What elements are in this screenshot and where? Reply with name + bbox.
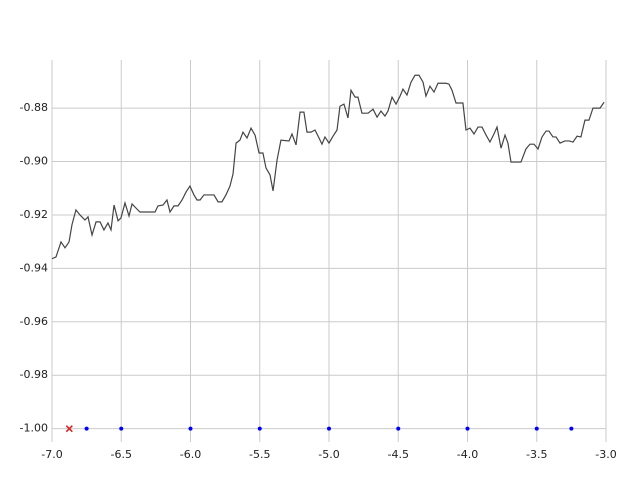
x-tick-label: -7.0 — [41, 448, 62, 461]
y-tick-label: -0.94 — [20, 261, 48, 274]
y-tick-label: -0.98 — [20, 368, 48, 381]
point — [327, 426, 331, 431]
y-tick-label: -0.96 — [20, 315, 48, 328]
point — [257, 426, 262, 431]
point — [188, 426, 193, 431]
point — [119, 426, 124, 431]
x-tick-label: -6.5 — [111, 448, 132, 461]
point — [84, 426, 89, 431]
x-tick-label: -3.5 — [526, 448, 547, 461]
x-marker — [65, 425, 73, 433]
point — [465, 426, 470, 431]
point — [396, 426, 401, 431]
y-tick-label: -0.92 — [20, 208, 48, 221]
x-tick-label: -4.5 — [388, 448, 409, 461]
point — [569, 426, 574, 431]
x-tick-label: -5.0 — [318, 448, 339, 461]
y-tick-label: -0.90 — [20, 155, 48, 168]
point — [534, 426, 539, 431]
x-tick-label: -6.0 — [180, 448, 201, 461]
line — [51, 74, 605, 260]
x-tick-label: -5.5 — [249, 448, 270, 461]
x-tick-label: -3.0 — [595, 448, 616, 461]
y-tick-label: -0.88 — [20, 101, 48, 114]
y-tick-label: -1.00 — [20, 422, 48, 435]
x-tick-label: -4.0 — [457, 448, 478, 461]
